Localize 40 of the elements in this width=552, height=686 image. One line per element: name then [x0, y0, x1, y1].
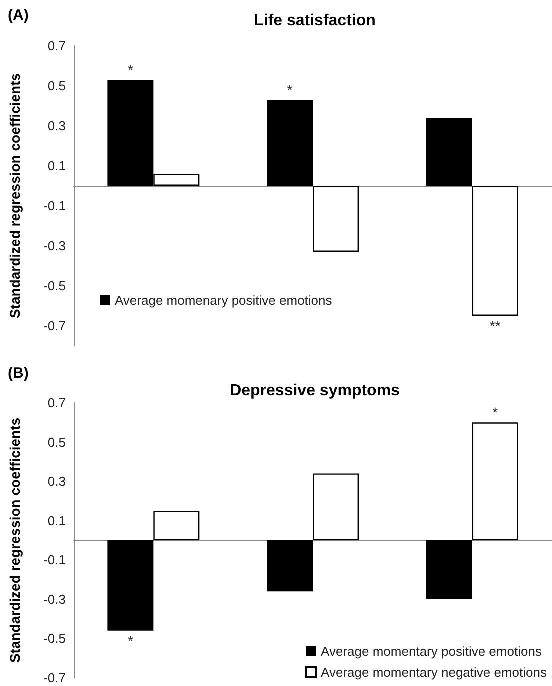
y-tick-label: 0.5 [48, 434, 66, 450]
data-label: ** [490, 318, 502, 334]
y-tick-label: -0.5 [44, 278, 66, 294]
y-tick-label: 0.1 [48, 158, 66, 174]
legend-label: Average momentary negative emotions [321, 665, 548, 680]
bar [472, 422, 518, 540]
bar [267, 100, 313, 186]
data-label: * [287, 82, 294, 98]
y-tick-label: -0.3 [44, 238, 66, 254]
text: (A) [8, 7, 29, 24]
y-tick-label: 0.7 [48, 396, 66, 410]
chart-title: Life satisfaction [254, 12, 376, 30]
data-label: * [128, 632, 134, 649]
y-tick-label: -0.1 [44, 552, 66, 568]
bar [313, 474, 359, 540]
y-tick-label: -0.7 [44, 670, 66, 686]
bar [267, 540, 313, 592]
y-tick-label: -0.5 [44, 631, 66, 646]
bar [472, 186, 518, 316]
bar [108, 540, 154, 631]
legend-label: Average momentary positive emotions [321, 644, 542, 659]
data-label: * [492, 404, 499, 421]
y-tick-label: 0.3 [48, 118, 66, 134]
bar [154, 511, 200, 540]
chart-title: Depressive symptoms [230, 382, 400, 400]
y-tick-label: -0.1 [44, 198, 66, 214]
y-tick-label: -0.3 [44, 592, 66, 607]
y-tick-label: 0.7 [48, 38, 66, 54]
bar [313, 186, 359, 252]
y-axis-title: Standardized regression coefficients [7, 418, 23, 664]
y-tick-label: 0.5 [48, 78, 66, 94]
y-axis-title: Standardized regression coefficients [7, 73, 23, 319]
y-tick-label: 0.1 [48, 513, 66, 528]
y-tick-label: 0.3 [48, 474, 66, 490]
bar [426, 118, 472, 186]
text: (B) [8, 365, 29, 382]
data-label: * [128, 62, 134, 78]
bar [426, 540, 472, 600]
y-tick-label: -0.7 [44, 318, 66, 334]
legend-label: Average momenary positive emotions [115, 293, 333, 308]
